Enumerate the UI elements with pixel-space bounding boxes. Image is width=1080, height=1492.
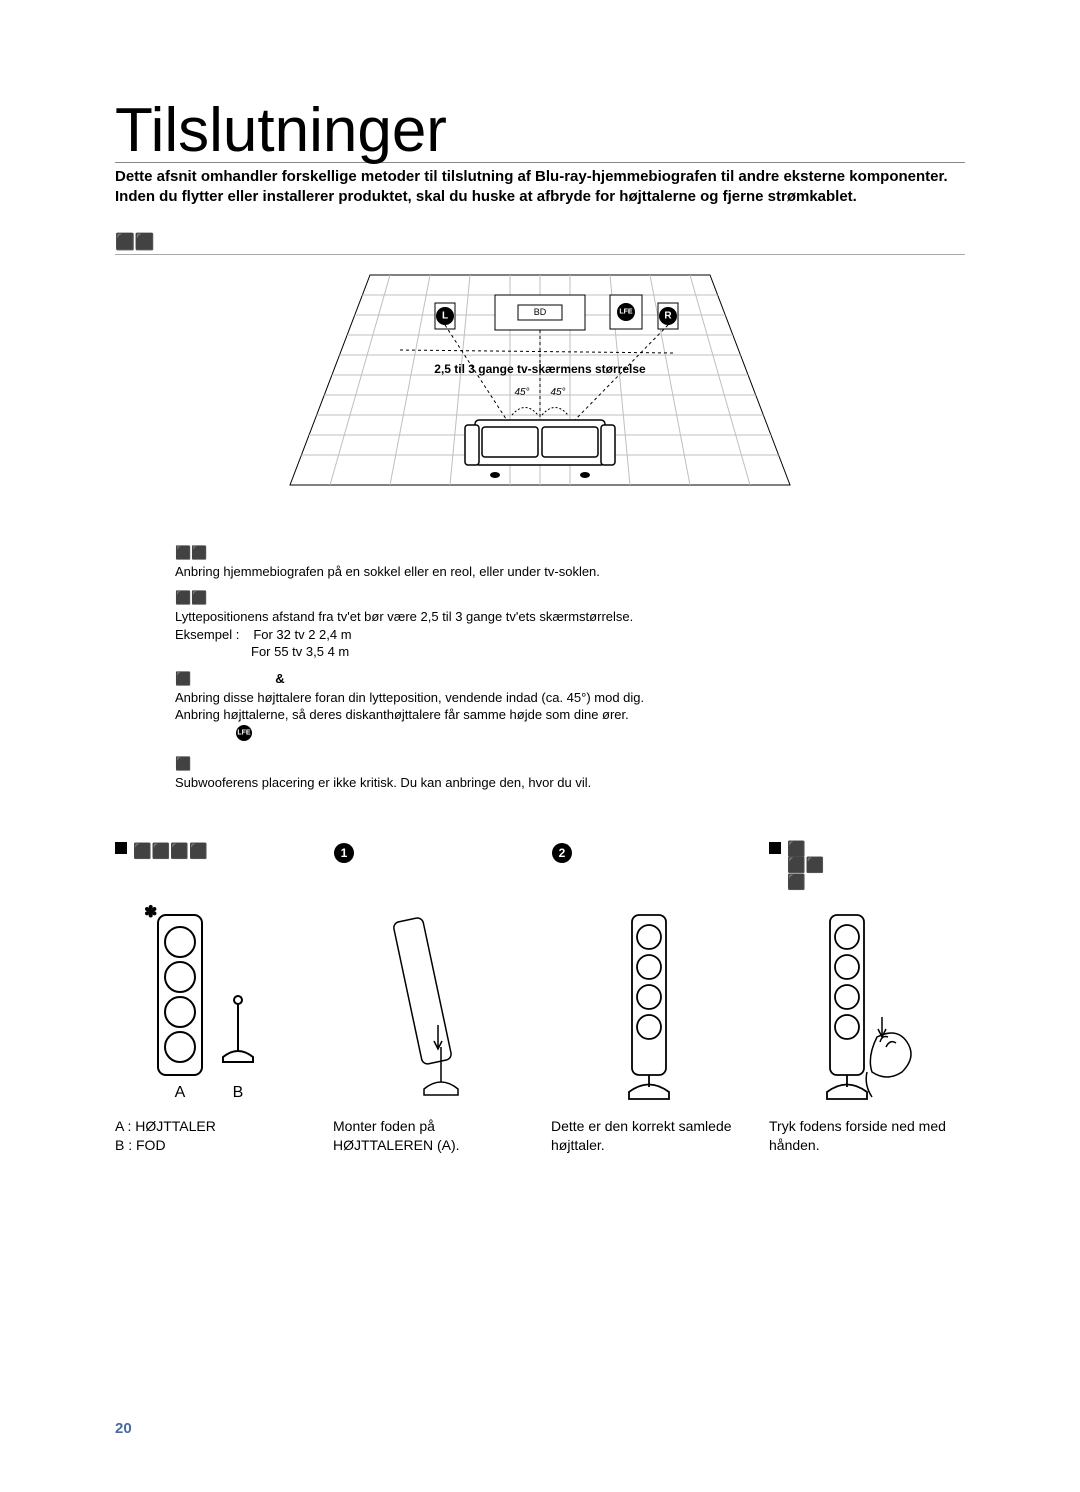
item-a-body: Anbring hjemmebiografen på en sokkel ell… [175, 563, 925, 581]
page-number: 20 [115, 1420, 132, 1437]
col4-top-l3: ⬛ [787, 874, 806, 891]
assembly-col-2: 1 Monter foden på H [333, 842, 529, 1158]
item-c-body: Anbring disse højttalere foran din lytte… [175, 689, 925, 747]
svg-text:1: 1 [341, 846, 348, 860]
item-d-heading: ⬛ [175, 756, 925, 772]
col1-top: ⬛⬛⬛⬛ [133, 842, 208, 860]
svg-text:2: 2 [559, 846, 566, 860]
svg-text:✽: ✽ [144, 904, 157, 921]
item-b-ex1: For 32 tv 2 2,4 m [253, 626, 351, 644]
badge-2-icon: 2 [551, 842, 573, 864]
angle-left: 45° [514, 387, 529, 398]
placement-notes: ⬛⬛ Anbring hjemmebiografen på en sokkel … [175, 545, 925, 792]
badge-r: R [664, 310, 672, 321]
col3-figure [574, 907, 724, 1107]
item-c-line1: Anbring disse højttalere foran din lytte… [175, 689, 925, 707]
item-c-heading: ⬛ & [175, 671, 925, 687]
bullet-icon [115, 842, 127, 854]
section-label: ⬛⬛ [115, 232, 965, 255]
col2-figure [356, 907, 506, 1107]
item-b-ex-label: Eksempel : [175, 626, 239, 644]
page: Tilslutninger Dette afsnit omhandler for… [0, 0, 1080, 1492]
item-d-body: Subwooferens placering er ikke kritisk. … [175, 774, 925, 792]
col4-caption: Tryk fodens forside ned med hånden. [769, 1117, 965, 1157]
assembly-col-4: ⬛ ⬛⬛ ⬛ [769, 842, 965, 1158]
item-a-heading: ⬛⬛ [175, 545, 925, 561]
room-diagram: BD L LFE R 2,5 til 3 gange tv-skærmens s… [115, 265, 965, 525]
intro-text: Dette afsnit omhandler forskellige metod… [115, 167, 965, 208]
col4-figure [782, 907, 952, 1107]
assembly-col-3: 2 Dette er den korrekt samlede højttaler… [551, 842, 747, 1158]
intro-line-1: Dette afsnit omhandler forskellige metod… [115, 168, 948, 185]
item-c-line2: Anbring højttalerne, så deres diskanthøj… [175, 706, 629, 724]
fig-label-a: A [175, 1084, 186, 1101]
item-b-ex2: For 55 tv 3,5 4 m [251, 643, 349, 661]
item-c-left: ⬛ [175, 671, 191, 687]
badge-l: L [442, 310, 448, 321]
col3-caption: Dette er den korrekt samlede højttaler. [551, 1117, 747, 1157]
angle-right: 45° [550, 387, 565, 398]
col4-top-l2: ⬛⬛ [787, 857, 824, 874]
col1-figure: ✽ A B [128, 897, 298, 1107]
item-b-line1: Lyttepositionens afstand fra tv'et bør v… [175, 608, 925, 626]
badge-1-icon: 1 [333, 842, 355, 864]
badge-lfe: LFE [619, 308, 633, 315]
bd-label: BD [534, 307, 547, 317]
room-diagram-svg: BD L LFE R 2,5 til 3 gange tv-skærmens s… [280, 265, 800, 525]
fig-label-b: B [233, 1084, 244, 1101]
col4-top-l1: ⬛ [787, 841, 806, 858]
assembly-col-1: ⬛⬛⬛⬛ ✽ [115, 842, 311, 1158]
item-c-amp: & [275, 671, 284, 686]
assembly-row: ⬛⬛⬛⬛ ✽ [115, 842, 965, 1158]
col2-caption: Monter foden på HØJTTALEREN (A). [333, 1117, 529, 1157]
bullet-icon [769, 842, 781, 854]
item-b-heading: ⬛⬛ [175, 590, 925, 606]
intro-line-2: Inden du flytter eller installerer produ… [115, 188, 857, 205]
col1-caption: A : HØJTTALER B : FOD [115, 1117, 311, 1157]
lfe-icon: LFE [235, 724, 253, 742]
item-b-body: Lyttepositionens afstand fra tv'et bør v… [175, 608, 925, 661]
page-title: Tilslutninger [115, 100, 965, 163]
svg-text:LFE: LFE [237, 729, 251, 736]
